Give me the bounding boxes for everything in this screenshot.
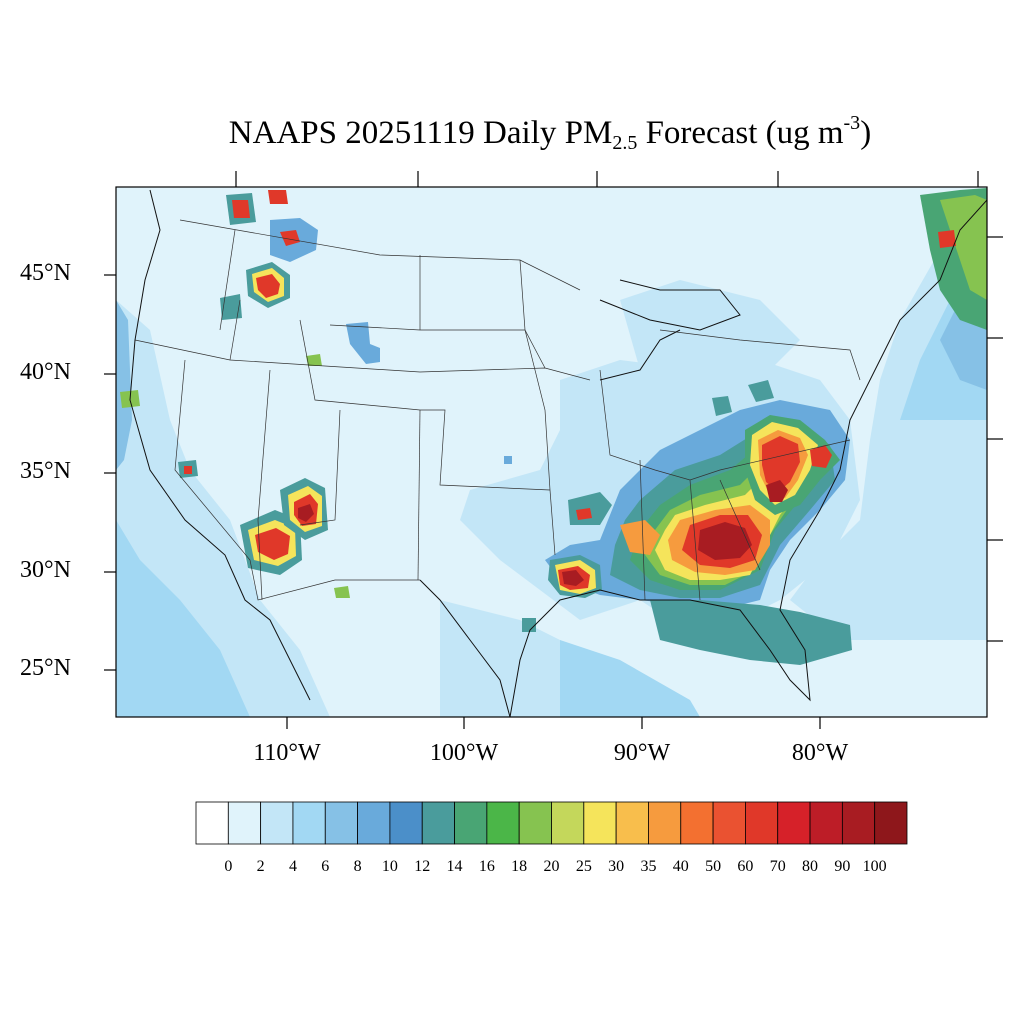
map-frame [115, 186, 988, 718]
colorbar-swatch [292, 801, 326, 845]
map-field [116, 187, 987, 717]
colorbar-swatch [227, 801, 262, 845]
plume-wa2-red [268, 190, 288, 204]
colorbar-label: 2 [256, 858, 265, 875]
colorbar-label: 100 [862, 858, 887, 875]
plume-gulf-inner [560, 640, 700, 717]
colorbar-swatch [357, 801, 391, 845]
colorbar-label: 50 [705, 858, 722, 875]
colorbar-swatch [389, 801, 423, 845]
title-superscript: -3 [843, 112, 861, 134]
colorbar-swatch [195, 801, 229, 845]
lat-label-45: 45°N [20, 260, 71, 286]
colorbar-swatch [874, 801, 908, 845]
colorbar-swatch [648, 801, 682, 845]
colorbar-label: 0 [224, 858, 233, 875]
plume-wyoming [346, 322, 380, 364]
plume-wa-red [232, 200, 250, 218]
colorbar-label: 20 [543, 858, 560, 875]
plume-pacific-inner [116, 520, 250, 717]
colorbar-label: 90 [834, 858, 851, 875]
plume-southeast-darkred [698, 522, 752, 560]
plume-louisiana-darkred [562, 570, 584, 586]
colorbar-swatch [454, 801, 488, 845]
colorbar-label: 18 [511, 858, 528, 875]
plume-atlantic [790, 200, 987, 640]
plume-arizona-red [255, 528, 290, 560]
colorbar-swatch [809, 801, 843, 845]
colorbar-label: 60 [737, 858, 754, 875]
lon-label-110w: 110°W [253, 740, 321, 766]
plume-carolina-darkred [766, 480, 788, 502]
colorbar-swatch [712, 801, 746, 845]
colorbar-label: 80 [802, 858, 819, 875]
colorbar-label: 16 [478, 858, 495, 875]
title-prefix: NAAPS 20251119 Daily PM [228, 115, 613, 151]
plume-california-central-red [184, 466, 192, 474]
colorbar-swatch [680, 801, 714, 845]
colorbar-swatch [841, 801, 876, 845]
colorbar-label: 70 [769, 858, 786, 875]
colorbar-swatch [260, 801, 294, 845]
colorbar-swatch [745, 801, 779, 845]
colorbar-label: 6 [321, 858, 330, 875]
colorbar-label: 25 [575, 858, 592, 875]
colorbar-label: 8 [353, 858, 362, 875]
plume-arkansas-core [576, 508, 592, 520]
colorbar-swatch [777, 801, 811, 845]
plume-mississippi [620, 520, 660, 555]
plume-carolina-red [762, 436, 800, 492]
plume-mexico-small [334, 586, 350, 598]
lat-label-25: 25°N [20, 655, 71, 681]
boundary-lines [134, 219, 861, 601]
plume-utah-small [306, 354, 322, 366]
colorbar-swatch [324, 801, 358, 845]
lat-label-35: 35°N [20, 458, 71, 484]
plume-florida-teal [650, 600, 852, 665]
lat-label-30: 30°N [20, 557, 71, 583]
colorbar-label: 4 [288, 858, 297, 875]
colorbar-swatch [421, 801, 455, 845]
lat-label-40: 40°N [20, 359, 71, 385]
colorbar-label: 35 [640, 858, 657, 875]
plume-maritimes-lime [940, 195, 987, 300]
plume-gulf-small [522, 618, 536, 632]
plume-maritimes-red [938, 230, 956, 248]
colorbar-label: 10 [381, 858, 398, 875]
plume-montana-red [280, 230, 300, 246]
colorbar-swatch [615, 801, 649, 845]
colorbar-label: 12 [414, 858, 431, 875]
lon-label-90w: 90°W [613, 740, 671, 766]
colorbar-label: 40 [672, 858, 689, 875]
plume-virginia [748, 380, 774, 402]
plume-oregon [220, 294, 242, 320]
title-middle: Forecast (ug m [637, 115, 844, 151]
plume-coast-red [810, 445, 832, 468]
colorbar-swatch [583, 801, 617, 845]
tick-marks [104, 171, 1003, 729]
colorbar-swatch [486, 801, 520, 845]
lon-label-80w: 80°W [791, 740, 849, 766]
lon-label-100w: 100°W [429, 740, 499, 766]
plume-kentucky [712, 396, 732, 416]
plume-nm-darkred [298, 504, 314, 522]
colorbar-swatch [551, 801, 585, 845]
plume-west-edge [116, 300, 132, 470]
plume-canada-east [620, 280, 800, 380]
colorbar-label: 14 [446, 858, 463, 875]
colorbar-label: 30 [608, 858, 625, 875]
title-subscript: 2.5 [612, 132, 638, 154]
plume-idaho-red [256, 274, 280, 298]
plume-kansas-dot [504, 456, 512, 464]
title-suffix: ) [860, 115, 872, 151]
map-title: NAAPS 20251119 Daily PM2.5 Forecast (ug … [0, 112, 1024, 155]
coastline [129, 189, 987, 717]
colorbar-swatch [518, 801, 552, 845]
